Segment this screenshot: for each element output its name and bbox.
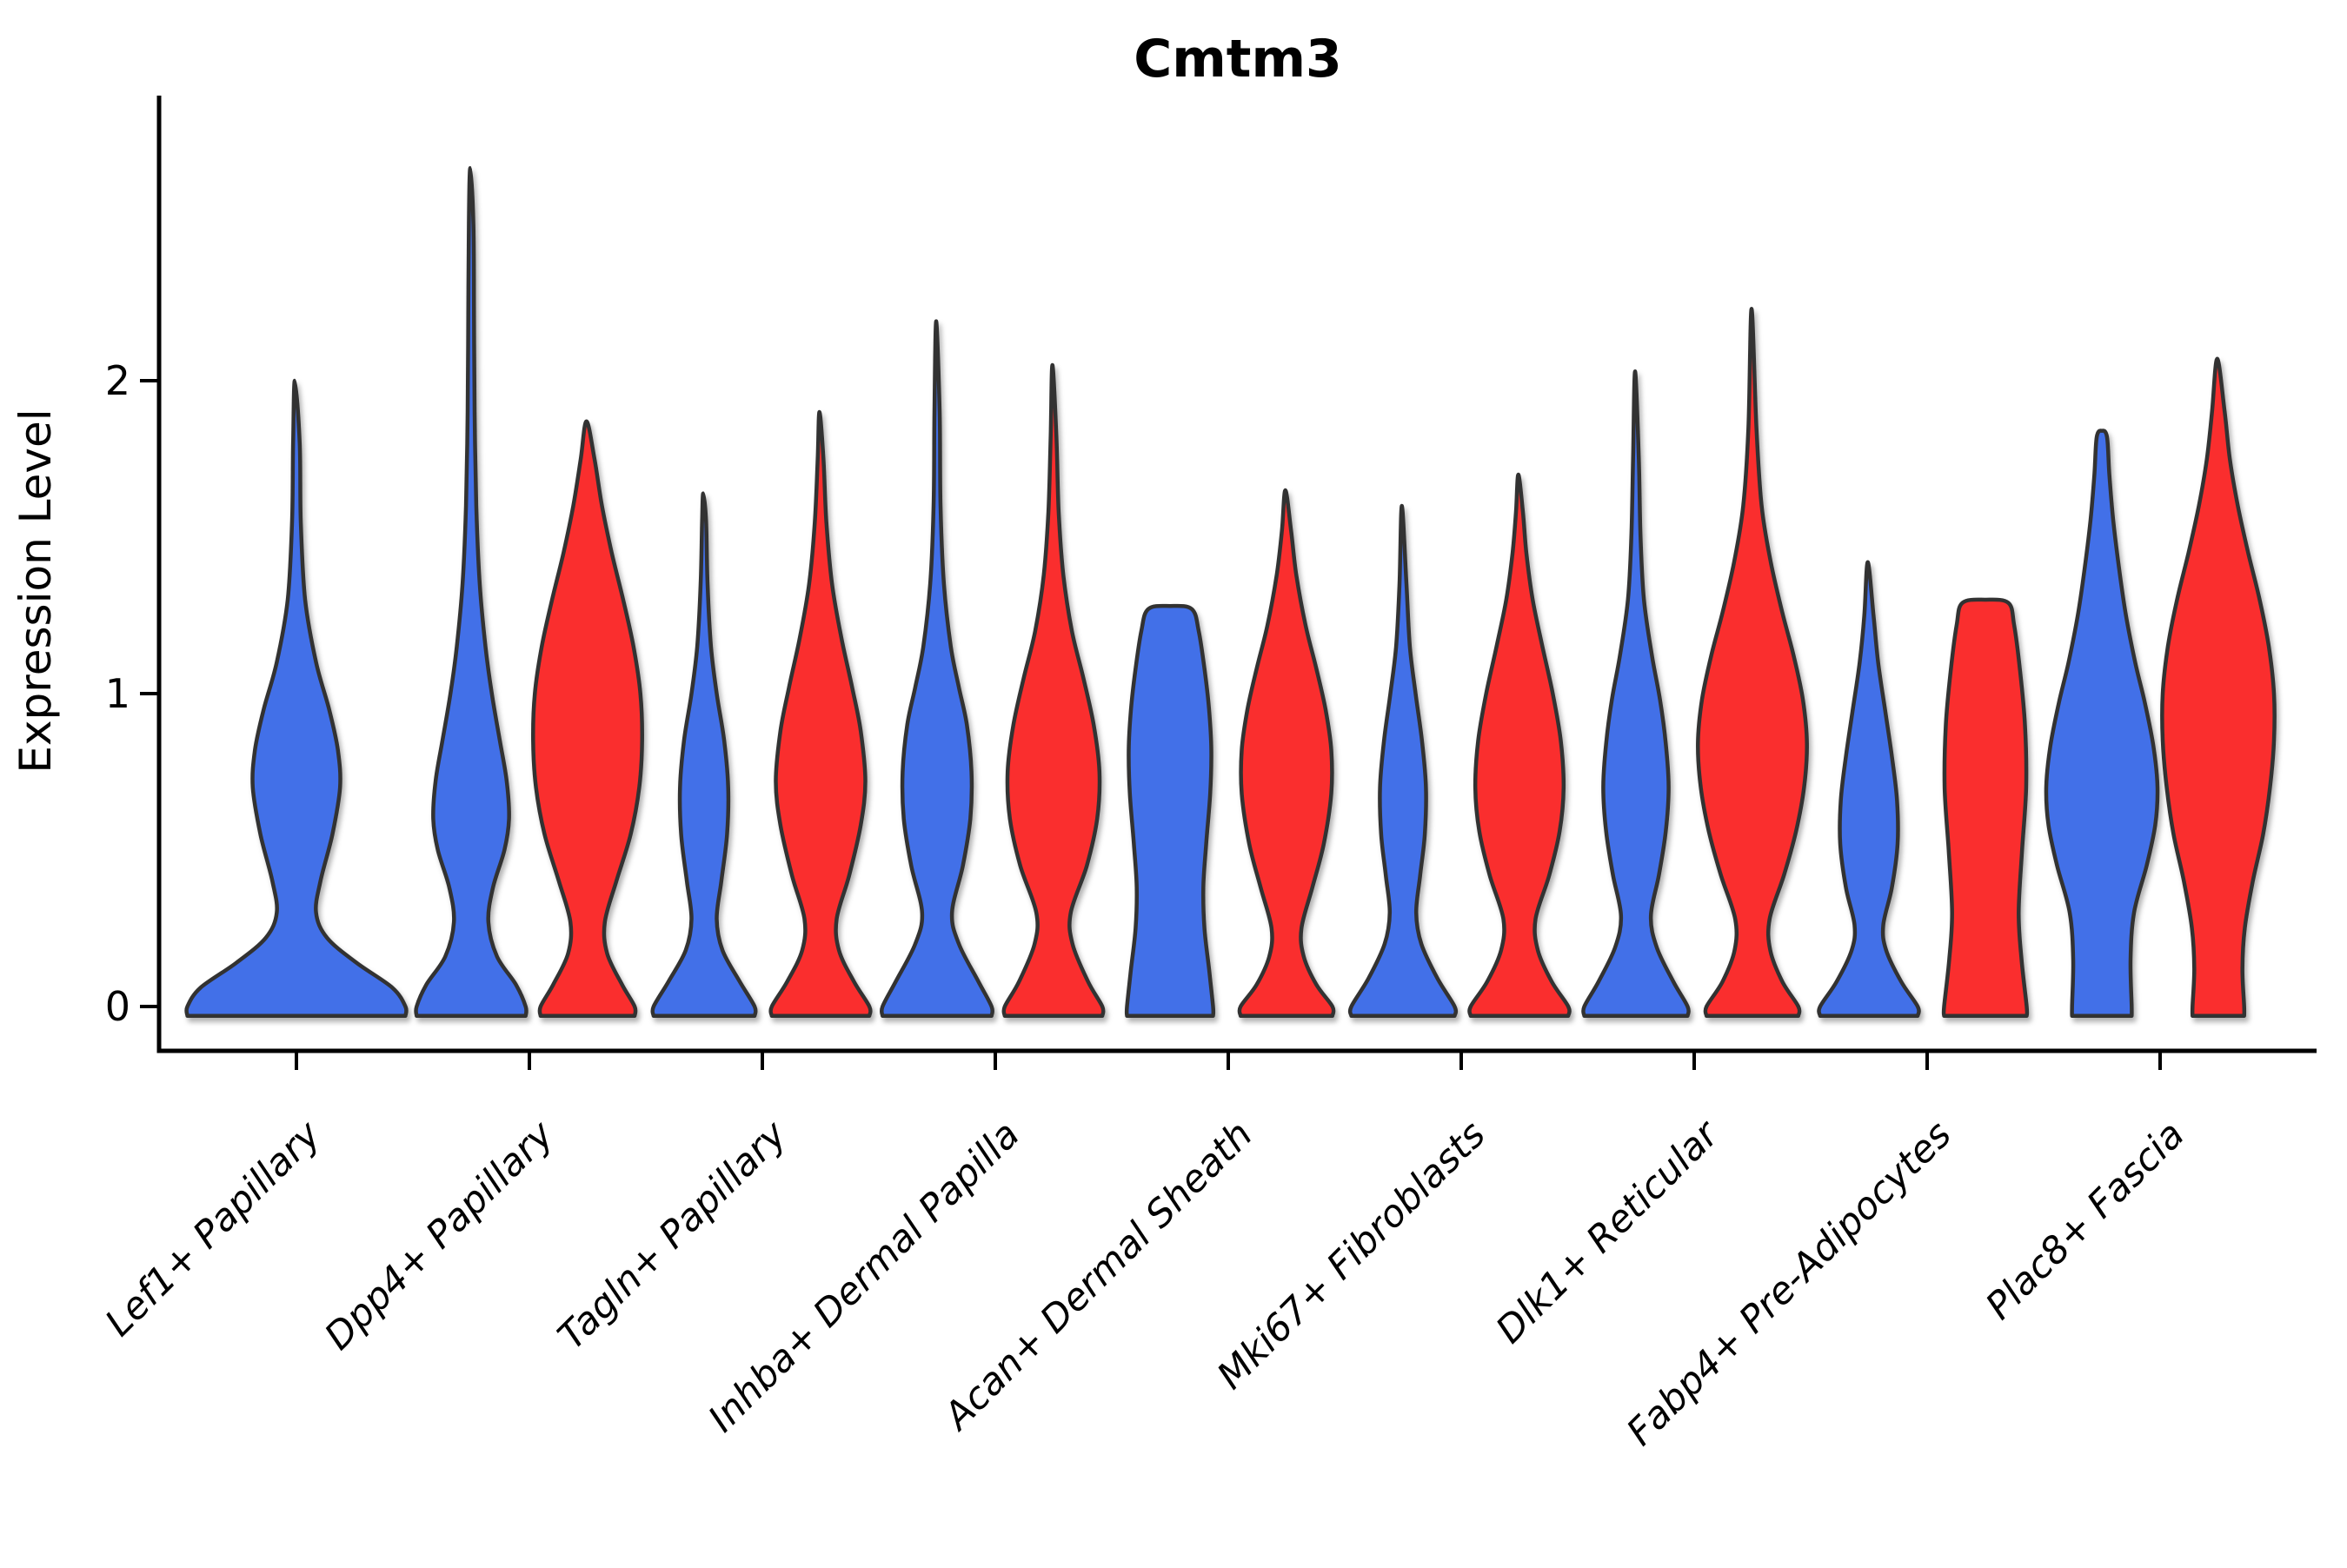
- axes: [140, 96, 2317, 1070]
- x-tick-label: Plac8+ Fascia: [1978, 1113, 2193, 1328]
- violin-dlk1-blue: [1581, 369, 1691, 1019]
- x-tick-label: Lef1+ Papillary: [97, 1113, 329, 1345]
- y-tick-label: 2: [105, 357, 130, 404]
- violin-acan-blue: [1124, 603, 1216, 1019]
- chart-title: Cmtm3: [1134, 29, 1342, 90]
- violin-inhba-red: [1001, 362, 1106, 1019]
- violin-inhba-blue: [879, 319, 995, 1019]
- violin-plac8-blue: [2044, 429, 2160, 1019]
- y-axis-title: Expression Level: [10, 409, 61, 773]
- violin-acan-red: [1237, 488, 1336, 1019]
- x-tick-label: Dlk1+ Reticular: [1488, 1112, 1729, 1352]
- violin-dpp4-blue: [414, 165, 529, 1019]
- violin-tagln-blue: [650, 491, 758, 1019]
- violin-lef1-blue: [184, 378, 409, 1019]
- violin-fabp4-red: [1941, 597, 2030, 1019]
- violin-plac8-red: [2160, 356, 2277, 1019]
- y-tick-label: 0: [105, 983, 130, 1030]
- x-tick-label: Tagln+ Papillary: [550, 1113, 796, 1359]
- violin-mki67-blue: [1347, 503, 1459, 1019]
- y-tick-labels: 0 1 2: [105, 357, 130, 1030]
- violin-tagln-red: [768, 409, 873, 1019]
- x-tick-label: Mki67+ Fibroblasts: [1209, 1113, 1494, 1398]
- violins-layer: [184, 165, 2277, 1019]
- violin-fabp4-blue: [1817, 560, 1921, 1019]
- violin-dlk1-red: [1696, 306, 1809, 1019]
- x-tick-label: Dpp4+ Papillary: [316, 1113, 562, 1359]
- y-tick-label: 1: [105, 670, 130, 717]
- violin-dpp4-red: [531, 419, 644, 1019]
- violin-mki67-red: [1467, 472, 1572, 1019]
